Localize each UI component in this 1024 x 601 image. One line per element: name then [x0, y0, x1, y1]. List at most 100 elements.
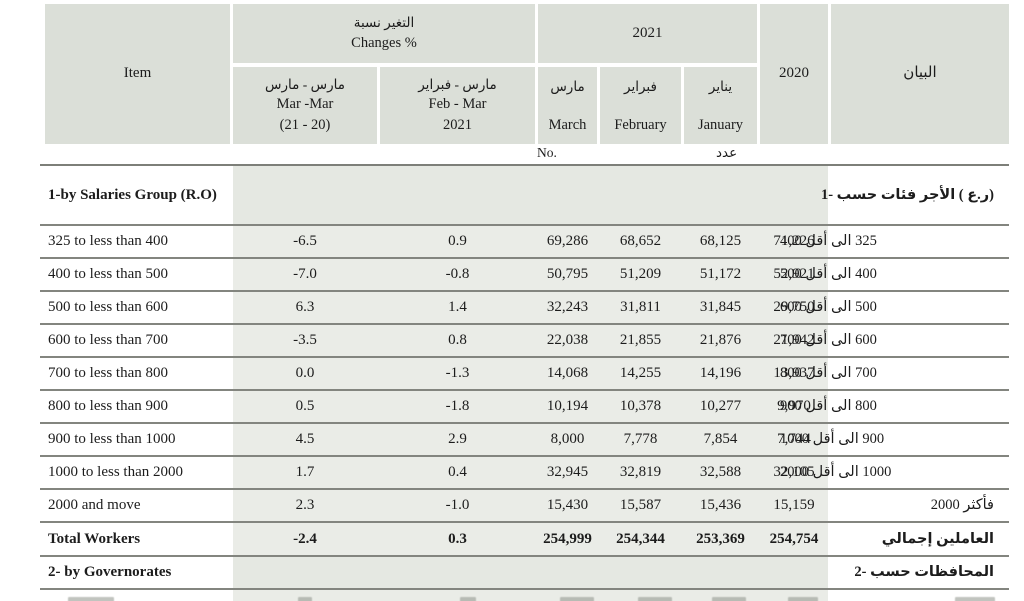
value-2020: 7,744	[777, 431, 811, 447]
row-label-en: 800 to less than 900	[48, 398, 168, 414]
value-march: 8,000	[550, 431, 585, 447]
value-february: 51,209	[619, 266, 662, 282]
row-band	[233, 523, 828, 555]
row-band	[233, 226, 828, 257]
value-feb-mar: 0.8	[448, 332, 467, 348]
value-january: 253,369	[696, 530, 745, 547]
header-feb-mar-year: 2021	[443, 117, 472, 134]
header-col-march: مارس March	[538, 67, 597, 144]
value-feb-mar: 1.4	[448, 299, 467, 315]
header-january-english: January	[697, 116, 744, 133]
section-title-en: 1-by Salaries Group (R.O)	[48, 186, 217, 203]
value-feb-mar: 0.4	[448, 464, 467, 480]
value-february: 68,652	[619, 233, 662, 249]
row-label-en: 900 to less than 1000	[48, 431, 176, 447]
table-row: 800 to less than 900 0.5 -1.8 10,194 10,…	[40, 391, 1009, 424]
total-label-en: Total Workers	[48, 530, 141, 547]
units-number-english: No.	[537, 145, 557, 160]
value-january: 7,854	[703, 431, 738, 447]
row-label-en: 1000 to less than 2000	[48, 464, 183, 480]
value-mar-mar: 2.3	[295, 497, 315, 513]
header-year-2020: 2020	[760, 4, 828, 144]
value-march: 254,999	[543, 530, 592, 547]
header-year-2021-label: 2021	[632, 24, 663, 41]
value-march: 32,945	[546, 464, 589, 480]
value-feb-mar: 2.9	[448, 431, 467, 447]
section-row-salaries-group: 1-by Salaries Group (R.O) 1- حسب‎ فئات‎ …	[40, 166, 1009, 226]
value-2020: 32,105	[773, 464, 815, 480]
value-february: 14,255	[619, 365, 662, 381]
value-mar-mar: 0.5	[295, 398, 315, 414]
value-january: 14,196	[699, 365, 742, 381]
table-row: 1000 to less than 2000 1.7 0.4 32,945 32…	[40, 457, 1009, 490]
header-col-february: فبراير February	[600, 67, 681, 144]
row-label-en: 400 to less than 500	[48, 266, 168, 282]
row-label-ar: 1000 الى أقل 2000	[780, 464, 892, 480]
value-march: 10,194	[546, 398, 589, 414]
row-band	[233, 457, 828, 488]
value-mar-mar: -6.5	[293, 233, 317, 249]
value-february: 32,819	[619, 464, 662, 480]
header-year-2021: 2021	[538, 4, 757, 63]
row-band	[233, 292, 828, 323]
value-march: 22,038	[546, 332, 589, 348]
value-february: 10,378	[619, 398, 662, 414]
value-feb-mar: 0.9	[448, 233, 467, 249]
header-year-2020-label: 2020	[779, 65, 809, 82]
row-label-en: 325 to less than 400	[48, 233, 168, 249]
value-february: 31,811	[620, 299, 661, 315]
header-changes-arabic: نسبة‎ التغير	[353, 15, 415, 31]
table-body: 1-by Salaries Group (R.O) 1- حسب‎ فئات‎ …	[40, 166, 1009, 601]
header-feb-mar-english: Feb - Mar	[428, 96, 487, 113]
header-changes-group: نسبة‎ التغير Changes %	[233, 4, 535, 63]
value-february: 7,778	[623, 431, 658, 447]
header-item-label: Item	[123, 65, 152, 82]
row-label-ar: 500 الى أقل 600	[780, 299, 877, 315]
clipped-text-fragment	[298, 597, 312, 601]
header-col-mar-mar: مارس - مارس Mar -Mar (21 - 20)	[233, 67, 377, 144]
section-title-en: 2- by Governorates	[48, 564, 172, 580]
table-row: 700 to less than 800 0.0 -1.3 14,068 14,…	[40, 358, 1009, 391]
value-2020: 13,937	[773, 365, 815, 381]
clipped-text-fragment	[68, 597, 114, 601]
row-label-ar: 600 الى أقل 700	[780, 332, 877, 348]
section-title-ar: 1- حسب‎ فئات‎ الأجر‎ ( ر.ع)	[820, 186, 994, 203]
value-february: 21,855	[619, 332, 662, 348]
value-2020: 29,750	[773, 299, 815, 315]
value-march: 32,243	[546, 299, 589, 315]
value-2020: 71,226	[773, 233, 815, 249]
value-mar-mar: 4.5	[295, 431, 315, 447]
value-march: 50,795	[546, 266, 589, 282]
clipped-text-fragment	[955, 597, 995, 601]
units-row: No. عدد	[40, 144, 1009, 166]
value-2020: 21,942	[773, 332, 815, 348]
row-label-ar: 800 الى أقل 900	[780, 398, 877, 414]
section-band	[233, 166, 828, 224]
value-mar-mar: -2.4	[293, 530, 317, 547]
value-january: 21,876	[699, 332, 742, 348]
total-workers-row: Total Workers -2.4 0.3 254,999 254,344 2…	[40, 523, 1009, 557]
section-row-governorates: 2- by Governorates 2- حسب‎ المحافظات	[40, 557, 1009, 590]
header-changes-english: Changes %	[351, 34, 417, 51]
clipped-text-fragment	[638, 597, 672, 601]
table-row: 325 to less than 400 -6.5 0.9 69,286 68,…	[40, 226, 1009, 259]
section-title-ar: 2- حسب‎ المحافظات	[854, 564, 994, 580]
value-march: 15,430	[546, 497, 589, 513]
row-label-ar: 900 الى أقل 1000	[780, 431, 885, 447]
header-bayan: البيان	[831, 4, 1009, 144]
header-col-feb-mar: فبراير‎ - مارس Feb - Mar 2021	[380, 67, 535, 144]
row-label-ar: 325 الى أقل 400	[780, 233, 877, 249]
row-label-ar: 400 الى أقل 500	[780, 266, 877, 282]
value-january: 10,277	[699, 398, 742, 414]
clipped-next-row	[40, 590, 1009, 601]
value-mar-mar: 1.7	[295, 464, 315, 480]
value-january: 68,125	[699, 233, 742, 249]
row-label-en: 2000 and move	[48, 497, 141, 513]
value-feb-mar: -1.0	[445, 497, 470, 513]
header-march-arabic: مارس	[550, 79, 585, 94]
header-feb-mar-arabic: فبراير‎ - مارس	[418, 76, 497, 92]
row-label-ar: 2000 فأكثر	[930, 497, 994, 513]
value-february: 15,587	[619, 497, 662, 513]
value-2020: 52,921	[773, 266, 815, 282]
header-item: Item	[45, 4, 230, 144]
